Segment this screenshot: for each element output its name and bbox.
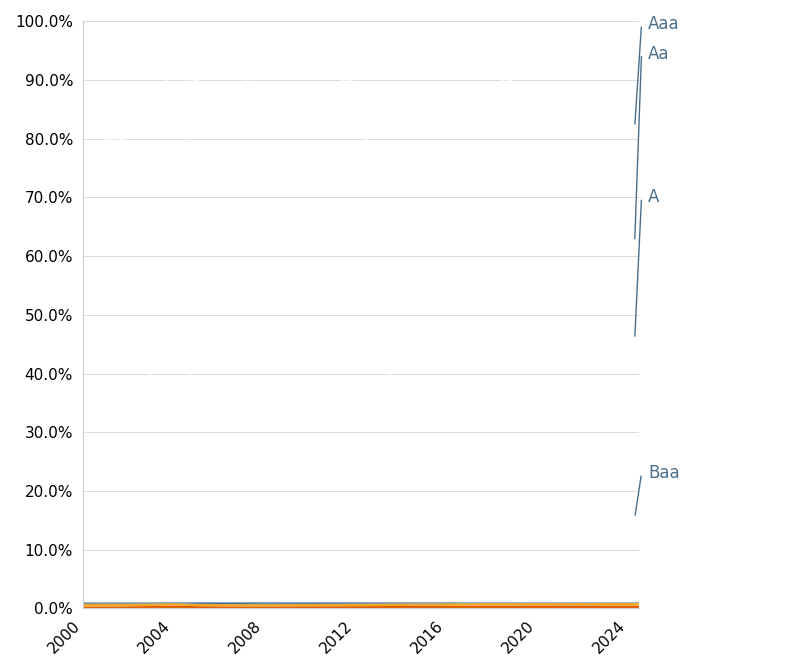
Text: Aaa: Aaa	[648, 15, 680, 34]
Text: Baa: Baa	[648, 464, 680, 482]
Text: Aa: Aa	[648, 45, 670, 62]
Text: A: A	[648, 189, 660, 207]
